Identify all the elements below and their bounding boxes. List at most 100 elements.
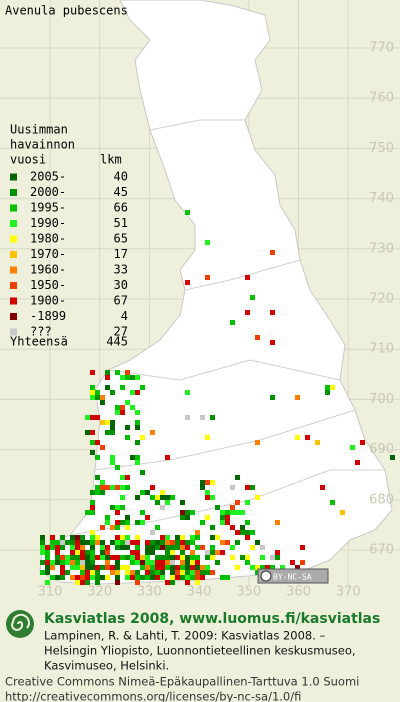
legend-count: 30 — [114, 278, 128, 292]
legend-label: 1980- — [30, 232, 66, 246]
observation-square — [180, 570, 185, 575]
observation-square — [175, 565, 180, 570]
observation-square — [140, 510, 145, 515]
observation-square — [140, 470, 145, 475]
observation-square — [110, 460, 115, 465]
observation-square — [205, 240, 210, 245]
legend-total-label: Yhteensä — [10, 335, 68, 349]
observation-square — [115, 575, 120, 580]
citation: Kasvimuseo, Helsinki. — [44, 659, 169, 673]
observation-square — [165, 580, 170, 585]
observation-square — [40, 560, 45, 565]
observation-square — [105, 420, 110, 425]
license-badge[interactable] — [257, 568, 329, 584]
observation-square — [180, 510, 185, 515]
observation-square — [90, 545, 95, 550]
observation-square — [200, 565, 205, 570]
observation-square — [135, 440, 140, 445]
observation-square — [180, 540, 185, 545]
observation-square — [170, 575, 175, 580]
observation-square — [185, 515, 190, 520]
observation-square — [210, 480, 215, 485]
observation-square — [205, 550, 210, 555]
observation-square — [90, 415, 95, 420]
observation-square — [185, 415, 190, 420]
observation-square — [110, 570, 115, 575]
region-border — [94, 409, 356, 471]
observation-square — [165, 500, 170, 505]
legend-header: Uusimman — [10, 123, 68, 137]
observation-square — [190, 560, 195, 565]
grid-east-label: 320 — [87, 585, 112, 600]
observation-square — [170, 555, 175, 560]
observation-square — [165, 555, 170, 560]
observation-square — [180, 555, 185, 560]
observation-square — [185, 580, 190, 585]
observation-square — [325, 385, 330, 390]
observation-square — [190, 555, 195, 560]
legend-header: lkm — [100, 153, 122, 167]
observation-square — [90, 510, 95, 515]
observation-square — [60, 555, 65, 560]
observation-square — [80, 560, 85, 565]
observation-square — [100, 565, 105, 570]
observation-square — [60, 545, 65, 550]
observation-square — [135, 540, 140, 545]
observation-square — [125, 570, 130, 575]
observation-square — [210, 550, 215, 555]
observation-square — [80, 535, 85, 540]
observation-square — [60, 535, 65, 540]
observation-square — [190, 575, 195, 580]
observation-square — [225, 510, 230, 515]
license-url[interactable]: http://creativecommons.org/licenses/by-n… — [5, 690, 301, 702]
observation-square — [125, 535, 130, 540]
observation-square — [120, 375, 125, 380]
legend-swatch — [10, 266, 17, 274]
observation-square — [270, 555, 275, 560]
observation-square — [210, 525, 215, 530]
observation-square — [105, 560, 110, 565]
observation-square — [200, 520, 205, 525]
title: Avenula pubescens — [5, 4, 128, 18]
observation-square — [145, 550, 150, 555]
observation-square — [90, 530, 95, 535]
observation-square — [85, 570, 90, 575]
observation-square — [105, 375, 110, 380]
observation-square — [110, 540, 115, 545]
observation-square — [55, 555, 60, 560]
observation-square — [90, 535, 95, 540]
observation-square — [150, 430, 155, 435]
observation-square — [180, 515, 185, 520]
observation-square — [120, 475, 125, 480]
observation-square — [185, 555, 190, 560]
observation-square — [130, 540, 135, 545]
observation-square — [100, 555, 105, 560]
observation-square — [160, 560, 165, 565]
observation-square — [225, 575, 230, 580]
observation-square — [100, 395, 105, 400]
observation-square — [155, 525, 160, 530]
observation-square — [95, 570, 100, 575]
observation-square — [145, 490, 150, 495]
observation-square — [115, 410, 120, 415]
site[interactable]: Kasviatlas 2008, www.luomus.fi/kasviatla… — [44, 611, 380, 627]
observation-square — [110, 565, 115, 570]
observation-square — [240, 510, 245, 515]
observation-square — [55, 540, 60, 545]
observation-square — [150, 540, 155, 545]
observation-square — [115, 505, 120, 510]
observation-square — [75, 565, 80, 570]
observation-square — [145, 565, 150, 570]
observation-square — [115, 520, 120, 525]
observation-square — [115, 570, 120, 575]
observation-square — [115, 510, 120, 515]
observation-square — [235, 510, 240, 515]
observation-square — [210, 545, 215, 550]
observation-square — [330, 500, 335, 505]
observation-square — [340, 510, 345, 515]
observation-square — [180, 560, 185, 565]
observation-square — [180, 565, 185, 570]
observation-square — [80, 575, 85, 580]
observation-square — [180, 575, 185, 580]
observation-square — [90, 570, 95, 575]
